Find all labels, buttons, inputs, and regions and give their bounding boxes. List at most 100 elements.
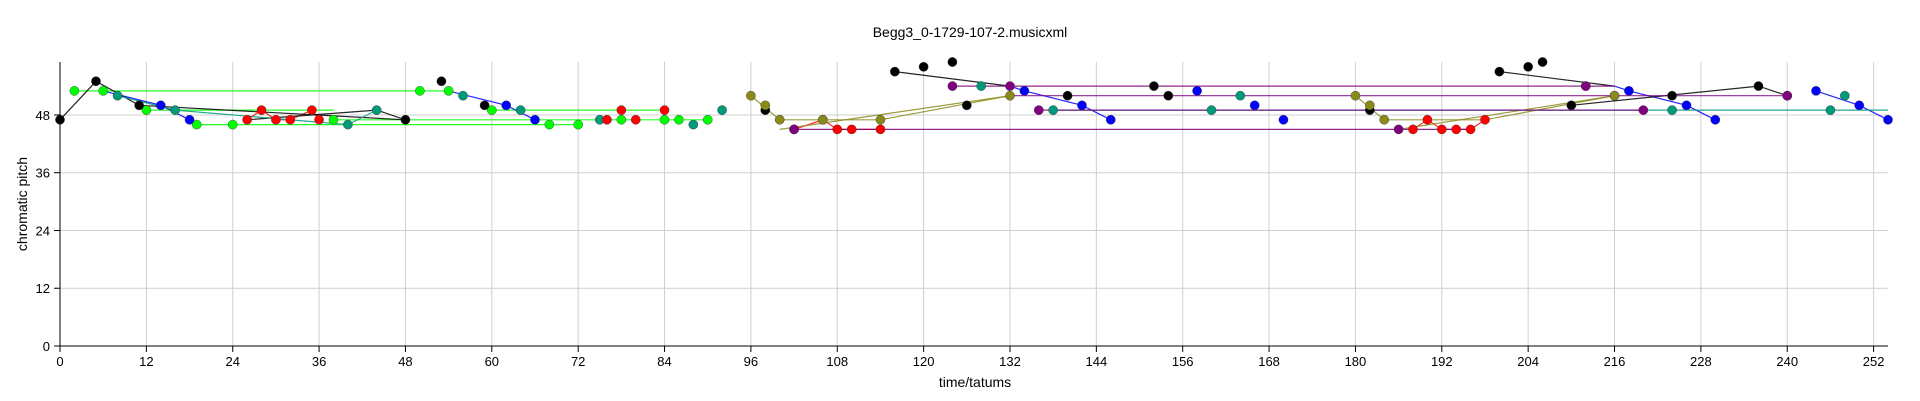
note-point [890,66,900,77]
x-tick-label: 108 [826,354,848,369]
note-point [1624,86,1634,96]
note-point [674,114,684,125]
note-point [1710,114,1721,125]
x-tick-label: 144 [1085,354,1107,369]
x-tick-label: 12 [139,354,153,369]
y-tick-label: 0 [43,339,50,354]
x-tick-label: 252 [1863,354,1885,369]
note-point [1033,105,1044,115]
note-point [443,86,454,96]
note-point [1235,90,1246,101]
note-point [1667,105,1677,115]
note-point [285,114,296,125]
note-point [1480,114,1490,125]
x-tick-label: 0 [56,354,63,369]
note-point [1278,114,1289,125]
note-point [1206,105,1217,115]
x-tick-label: 240 [1776,354,1798,369]
note-point [760,100,771,111]
note-point [875,124,886,135]
x-tick-label: 96 [744,354,758,369]
x-tick-label: 192 [1431,354,1453,369]
note-point [1451,124,1461,135]
x-tick-label: 48 [398,354,412,369]
note-segment [1614,85,1716,121]
x-tick-label: 132 [999,354,1021,369]
note-point [314,114,324,125]
note-point [688,119,699,130]
note-point [415,86,425,96]
note-point [141,105,152,115]
note-point [962,100,972,111]
note-point [1019,86,1030,96]
note-point [343,119,353,130]
note-segment [1398,95,1615,130]
x-tick-label: 60 [485,354,499,369]
axes: 0 12 24 36 48 60 72 84 96 108 120 132 144 156 168 180 19… [36,62,1888,369]
x-tick-label: 120 [913,354,935,369]
x-axis-label: time/tatums [939,374,1011,390]
note-point [630,114,641,125]
grid [59,62,1888,347]
note-point [875,114,886,125]
note-point [1667,90,1677,101]
note-point [1005,81,1015,91]
note-point [1077,100,1087,111]
note-point [1163,90,1174,101]
note-point [436,76,447,87]
y-tick-label: 36 [36,166,50,181]
note-point [976,81,986,91]
note-point [487,105,497,115]
note-point [818,114,828,125]
note-point [1609,90,1620,101]
note-point [1681,100,1692,111]
note-point [659,114,670,125]
note-point [501,100,512,111]
note-point [1537,57,1548,67]
note-point [573,119,583,130]
y-axis-label: chromatic pitch [14,157,30,251]
note-point [1523,62,1533,72]
note-segment [1009,85,1111,121]
x-tick-label: 180 [1345,354,1367,369]
chart-title: Begg3_0-1729-107-2.musicxml [873,24,1068,40]
note-point [616,114,627,125]
x-tick-label: 156 [1172,354,1194,369]
note-point [616,105,627,115]
note-point [774,114,785,125]
note-point [1350,90,1361,101]
note-point [112,90,123,101]
note-point [659,105,670,115]
x-tick-label: 84 [657,354,671,369]
note-point [1883,114,1893,125]
note-point [1408,124,1418,135]
note-point [479,100,490,111]
y-tick-label: 24 [36,223,50,238]
note-point [1436,124,1447,135]
x-tick-label: 168 [1258,354,1280,369]
note-point [1393,124,1404,135]
note-point [69,86,80,96]
note-point [947,57,958,67]
note-point [1825,105,1836,115]
note-point [1580,81,1591,91]
note-point [134,100,144,111]
note-point [717,105,727,115]
note-point [328,114,339,125]
note-point [1638,105,1649,115]
note-point [170,105,180,115]
note-point [846,124,857,135]
note-segment [1815,90,1889,121]
x-tick-label: 36 [312,354,326,369]
note-point [1365,100,1375,111]
note-segment [894,71,1011,87]
note-point [1753,81,1764,91]
note-point [789,124,799,135]
note-point [544,119,555,130]
note-point [1048,105,1058,115]
note-point [458,90,468,101]
note-point [602,114,612,125]
note-point [1422,114,1433,125]
note-point [400,114,411,125]
note-point [307,105,317,115]
